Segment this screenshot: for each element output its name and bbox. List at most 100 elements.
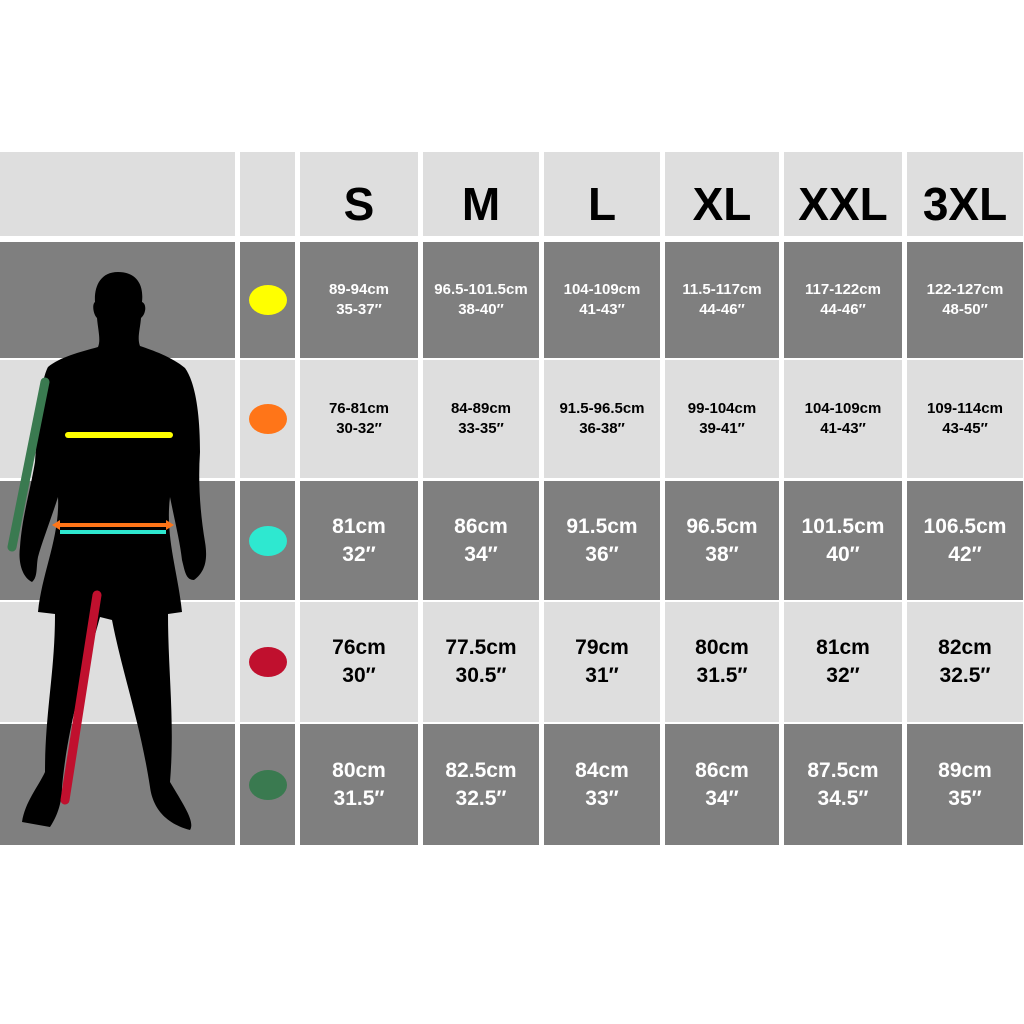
sleeve-marker-icon [248,769,287,800]
marker-cell [240,602,295,722]
measurement-cell: 81cm 32″ [784,602,902,722]
size-header-XL: XL [665,152,779,236]
inches-value: 30.5″ [455,664,507,687]
cm-value: 89cm [938,758,992,782]
cm-value: 76-81cm [328,400,390,417]
inches-value: 31.5″ [696,664,748,687]
measurement-cell: 86cm 34″ [665,724,779,845]
cm-value: 99-104cm [687,400,757,417]
cm-value: 91.5cm [566,514,638,538]
cm-value: 104-109cm [563,281,641,298]
inches-value: 30-32″ [336,420,382,437]
inches-value: 38-40″ [458,301,504,318]
marker-cell [240,242,295,358]
measurement-cell: 89cm 35″ [907,724,1023,845]
measurement-cell: 96.5-101.5cm 38-40″ [423,242,539,358]
inches-value: 39-41″ [699,420,745,437]
inches-value: 32″ [342,542,376,566]
sleeve-line [7,377,50,552]
cm-value: 84cm [575,758,629,782]
inseam-line [60,590,102,805]
size-header-S: S [300,152,418,236]
inches-value: 41-43″ [820,420,866,437]
inches-value: 41-43″ [579,301,625,318]
cm-value: 81cm [332,514,386,538]
cm-value: 96.5cm [686,514,758,538]
measurement-cell: 81cm 32″ [300,481,418,600]
measurement-cell: 89-94cm 35-37″ [300,242,418,358]
inches-value: 33-35″ [458,420,504,437]
measurement-cell: 84cm 33″ [544,724,660,845]
inches-value: 38″ [705,542,739,566]
measurement-cell: 96.5cm 38″ [665,481,779,600]
measurement-cell: 117-122cm 44-46″ [784,242,902,358]
cm-value: 11.5-117cm [682,281,762,298]
measurement-cell: 79cm 31″ [544,602,660,722]
cm-value: 80cm [695,636,749,659]
inches-value: 48-50″ [942,301,988,318]
inches-value: 36-38″ [579,420,625,437]
measurement-cell: 104-109cm 41-43″ [544,242,660,358]
measurement-cell: 84-89cm 33-35″ [423,360,539,478]
cm-value: 104-109cm [804,400,882,417]
header-blank-cell [0,152,235,236]
inches-value: 44-46″ [699,301,745,318]
cm-value: 80cm [332,758,386,782]
inches-value: 32.5″ [455,786,507,810]
measurement-cell: 80cm 31.5″ [665,602,779,722]
measurement-cell: 80cm 31.5″ [300,724,418,845]
measurement-cell: 11.5-117cm 44-46″ [665,242,779,358]
inseam-marker-icon [248,647,287,677]
cm-value: 106.5cm [923,514,1007,538]
inches-value: 35″ [948,786,982,810]
cm-value: 79cm [575,636,629,659]
measurement-cell: 99-104cm 39-41″ [665,360,779,478]
marker-cell [240,360,295,478]
inches-value: 35-37″ [336,301,382,318]
marker-cell [240,724,295,845]
measurement-cell: 104-109cm 41-43″ [784,360,902,478]
size-header-M: M [423,152,539,236]
cm-value: 117-122cm [805,281,881,298]
cm-value: 86cm [454,514,508,538]
chest-marker-icon [248,285,287,315]
cm-value: 84-89cm [450,400,512,417]
cm-value: 89-94cm [328,281,390,298]
header-marker-cell [240,152,295,236]
cm-value: 91.5-96.5cm [559,400,645,417]
size-header-XXL: XXL [784,152,902,236]
measurement-cell: 82cm 32.5″ [907,602,1023,722]
body-silhouette-icon [7,272,207,830]
inches-value: 31.5″ [333,786,385,810]
measurement-cell: 122-127cm 48-50″ [907,242,1023,358]
measurement-cell: 106.5cm 42″ [907,481,1023,600]
measurement-cell: 101.5cm 40″ [784,481,902,600]
inches-value: 42″ [948,542,982,566]
waist-marker-icon [248,404,287,434]
inches-value: 36″ [585,542,619,566]
cm-value: 76cm [332,636,386,659]
measurement-cell: 82.5cm 32.5″ [423,724,539,845]
measurement-cell: 87.5cm 34.5″ [784,724,902,845]
inches-value: 31″ [585,664,619,687]
inches-value: 44-46″ [820,301,866,318]
cm-value: 82.5cm [445,758,517,782]
cm-value: 86cm [695,758,749,782]
size-header-3XL: 3XL [907,152,1023,236]
inches-value: 30″ [342,664,376,687]
measurement-cell: 86cm 34″ [423,481,539,600]
measurement-cell: 91.5cm 36″ [544,481,660,600]
marker-cell [240,481,295,600]
cm-value: 109-114cm [927,400,1003,417]
inches-value: 33″ [585,786,619,810]
cm-value: 82cm [938,636,992,659]
inches-value: 32.5″ [939,664,991,687]
cm-value: 77.5cm [445,636,517,659]
size-header-L: L [544,152,660,236]
cm-value: 101.5cm [801,514,885,538]
inches-value: 34″ [464,542,498,566]
inches-value: 43-45″ [942,420,988,437]
cm-value: 87.5cm [807,758,879,782]
hip-marker-icon [248,525,287,556]
inches-value: 34″ [705,786,739,810]
